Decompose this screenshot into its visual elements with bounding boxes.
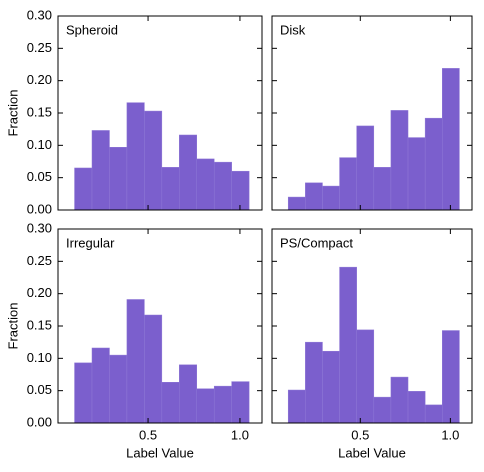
x-tick-label: 1.0: [441, 427, 459, 442]
panel-title: PS/Compact: [280, 235, 353, 250]
bar: [287, 196, 306, 211]
bar: [179, 364, 198, 424]
bar: [390, 376, 409, 424]
y-tick-label: 0.10: [27, 350, 52, 365]
bar: [74, 362, 93, 424]
x-tick-label: 1.0: [231, 427, 249, 442]
bar: [356, 329, 375, 424]
bar: [231, 170, 250, 211]
bar: [305, 341, 323, 424]
bar: [91, 130, 110, 211]
y-tick-label: 0.00: [27, 201, 52, 216]
y-axis-label: Fraction: [5, 303, 20, 350]
y-tick-label: 0.25: [27, 253, 52, 268]
bar: [91, 347, 110, 424]
panel-title: Spheroid: [66, 22, 118, 37]
bar: [407, 137, 426, 211]
y-tick-label: 0.30: [27, 220, 52, 235]
bar: [213, 385, 232, 424]
y-tick-label: 0.20: [27, 285, 52, 300]
y-axis-label: Fraction: [5, 90, 20, 137]
bar: [390, 110, 409, 211]
bar: [373, 167, 392, 211]
y-tick-label: 0.15: [27, 317, 52, 332]
bar: [373, 396, 392, 424]
bar: [196, 388, 215, 424]
bar: [144, 110, 163, 211]
panel-title: Irregular: [66, 235, 115, 250]
bar: [322, 185, 340, 211]
bar: [356, 125, 375, 211]
bar: [287, 389, 306, 424]
y-tick-label: 0.15: [27, 104, 52, 119]
bar: [339, 157, 357, 211]
bar: [322, 350, 340, 424]
bar: [161, 167, 180, 211]
y-tick-label: 0.05: [27, 169, 52, 184]
bar: [74, 167, 93, 211]
bar: [144, 314, 163, 424]
y-tick-label: 0.20: [27, 72, 52, 87]
bar: [179, 134, 198, 211]
bar: [126, 102, 145, 211]
bar: [109, 354, 128, 424]
bar: [424, 117, 443, 211]
x-axis-label: Label Value: [338, 445, 406, 460]
bar: [442, 68, 460, 211]
bar: [109, 147, 128, 211]
y-tick-label: 0.00: [27, 414, 52, 429]
x-tick-label: 0.5: [351, 427, 369, 442]
bar: [305, 182, 323, 211]
bar: [231, 381, 250, 424]
y-tick-label: 0.30: [27, 7, 52, 22]
bar: [213, 161, 232, 211]
x-tick-label: 0.5: [139, 427, 157, 442]
bar: [161, 382, 180, 424]
bar: [196, 158, 215, 211]
bar: [407, 391, 426, 424]
panel-title: Disk: [280, 22, 306, 37]
bar: [339, 266, 357, 424]
bar: [424, 404, 443, 424]
y-tick-label: 0.05: [27, 382, 52, 397]
y-tick-label: 0.25: [27, 40, 52, 55]
bar: [126, 299, 145, 424]
bar: [442, 330, 460, 424]
x-axis-label: Label Value: [126, 445, 194, 460]
y-tick-label: 0.10: [27, 137, 52, 152]
